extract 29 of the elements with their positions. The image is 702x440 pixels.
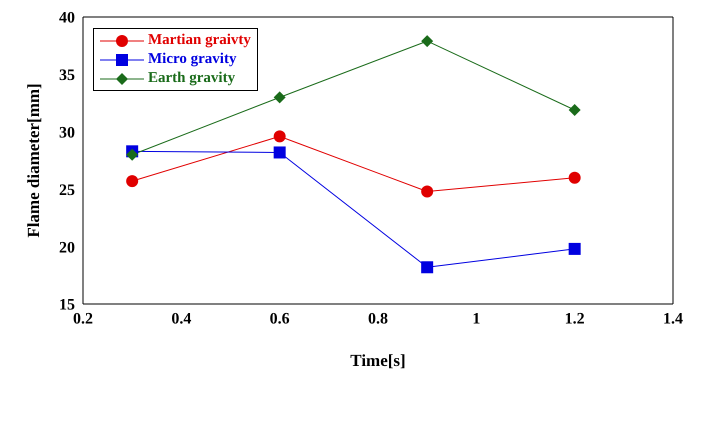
- point: [421, 35, 434, 48]
- x-tick-label: 0.4: [171, 310, 192, 328]
- x-axis-title: Time[s]: [350, 351, 406, 370]
- y-tick-label: 30: [59, 124, 75, 142]
- x-tick-label: 1: [472, 310, 480, 328]
- y-tick-label: 20: [59, 239, 75, 256]
- point: [274, 91, 286, 104]
- legend-label: Micro gravity: [148, 50, 236, 69]
- point: [421, 261, 434, 274]
- point: [274, 130, 286, 142]
- point: [126, 175, 138, 188]
- y-tick-label: 40: [59, 10, 75, 27]
- legend-label: Earth gravity: [148, 69, 236, 88]
- point: [568, 172, 581, 184]
- y-tick-label: 35: [59, 67, 75, 84]
- x-tick-label: 1.4: [663, 310, 683, 328]
- point: [274, 146, 286, 158]
- x-tick-label: 0.6: [270, 310, 290, 328]
- y-tick-label: 25: [59, 182, 75, 199]
- x-tick-label: 1.2: [564, 310, 585, 328]
- point: [126, 148, 138, 161]
- point: [568, 242, 581, 255]
- x-tick-label: 0.8: [368, 310, 388, 328]
- x-tick-label: 0.2: [73, 310, 93, 328]
- y-tick-label: 15: [59, 296, 75, 314]
- point: [568, 104, 581, 116]
- y-axis-title: Flame diameter[mm]: [24, 83, 44, 238]
- point: [421, 185, 434, 198]
- legend-label: Martian graivty: [148, 31, 251, 50]
